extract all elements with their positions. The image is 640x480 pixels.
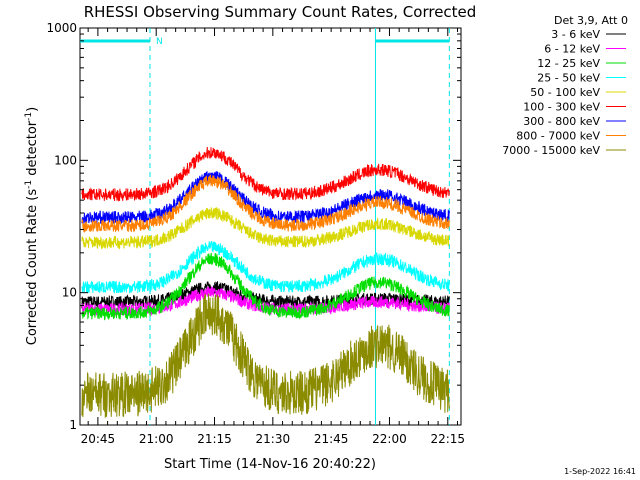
legend-label: 800 - 7000 keV (516, 130, 600, 143)
legend-label: 25 - 50 keV (537, 72, 600, 85)
series-line (81, 170, 450, 225)
legend-label: 100 - 300 keV (523, 101, 600, 114)
legend-label: 12 - 25 keV (537, 57, 600, 70)
series-lines (81, 146, 450, 419)
series-line (81, 293, 450, 419)
x-tick-label: 22:00 (372, 432, 407, 446)
timestamp: 1-Sep-2022 16:41 (564, 467, 636, 476)
y-axis-label-part: ) (25, 107, 40, 112)
series-line (81, 252, 450, 321)
y-tick-label: 100 (54, 153, 77, 167)
y-axis-label-part: Corrected Count Rate (s (25, 189, 40, 346)
y-tick-label: 1 (69, 418, 77, 432)
series-line (81, 240, 450, 294)
y-axis-label-sup: -1 (24, 180, 34, 189)
series-line (81, 174, 450, 234)
y-axis: 1 10 100 1000 (46, 21, 461, 432)
x-tick-label: 20:45 (81, 432, 116, 446)
y-tick-label: 1000 (46, 21, 77, 35)
x-tick-label: 21:45 (314, 432, 349, 446)
legend-label: 7000 - 15000 keV (502, 144, 600, 157)
legend-label: 6 - 12 keV (544, 43, 600, 56)
x-tick-label: 22:15 (430, 432, 465, 446)
legend-label: 300 - 800 keV (523, 115, 600, 128)
chart-title: RHESSI Observing Summary Count Rates, Co… (84, 3, 477, 21)
legend-label: 50 - 100 keV (530, 86, 600, 99)
x-tick-label: 21:15 (197, 432, 232, 446)
x-axis-label: Start Time (14-Nov-16 20:40:22) (164, 457, 376, 472)
y-axis-label: Corrected Count Rate (s-1 detector-1) (24, 107, 40, 345)
y-axis-label-part: detector (25, 120, 40, 180)
series-line (81, 207, 450, 250)
x-tick-label: 21:00 (139, 432, 174, 446)
saa-flag: N (156, 37, 163, 47)
x-axis: 20:45 21:00 21:15 21:30 21:45 22:00 22:15 (81, 28, 465, 446)
x-tick-label: 21:30 (256, 432, 291, 446)
legend-header: Det 3,9, Att 0 (554, 14, 628, 27)
series-line (81, 146, 450, 203)
y-axis-label-sup: -1 (24, 112, 34, 121)
y-tick-label: 10 (62, 286, 77, 300)
legend-label: 3 - 6 keV (551, 28, 600, 41)
